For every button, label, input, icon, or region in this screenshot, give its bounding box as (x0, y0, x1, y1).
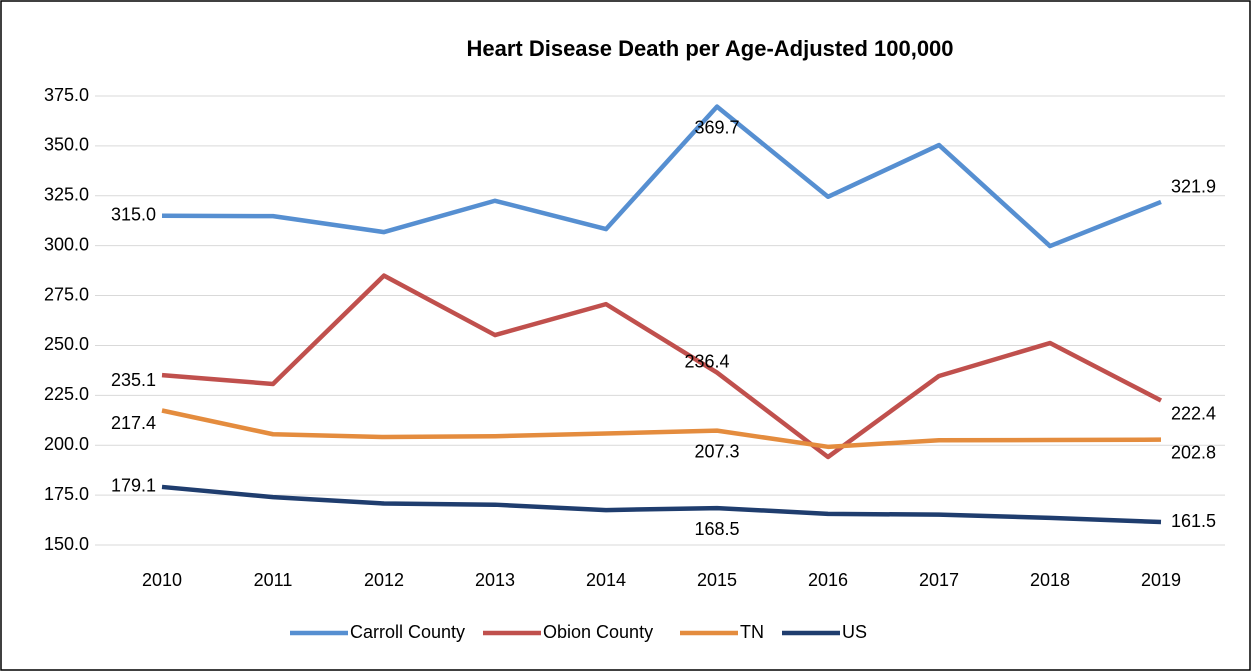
data-label: 236.4 (684, 351, 729, 371)
x-tick-label: 2014 (586, 570, 626, 590)
x-tick-label: 2013 (475, 570, 515, 590)
y-tick-label: 325.0 (44, 185, 89, 205)
data-label: 369.7 (694, 117, 739, 137)
legend-label: US (842, 622, 867, 642)
x-tick-label: 2012 (364, 570, 404, 590)
y-tick-label: 275.0 (44, 284, 89, 304)
y-tick-label: 300.0 (44, 234, 89, 254)
data-label: 315.0 (111, 204, 156, 224)
x-tick-label: 2011 (254, 570, 293, 590)
y-tick-label: 350.0 (44, 135, 89, 155)
y-tick-label: 375.0 (44, 85, 89, 105)
data-label: 207.3 (694, 441, 739, 461)
data-label: 161.5 (1171, 511, 1216, 531)
series-line (161, 104, 1162, 249)
data-label: 222.4 (1171, 403, 1216, 423)
series-line (161, 484, 1162, 525)
y-tick-label: 175.0 (44, 484, 89, 504)
data-label: 217.4 (111, 413, 156, 433)
y-tick-label: 150.0 (44, 534, 89, 554)
data-label: 321.9 (1171, 177, 1216, 197)
series-line (161, 408, 1162, 450)
y-tick-label: 250.0 (44, 334, 89, 354)
data-label: 202.8 (1171, 442, 1216, 462)
x-tick-label: 2017 (919, 570, 959, 590)
legend-label: Obion County (543, 622, 653, 642)
x-tick-label: 2016 (808, 570, 848, 590)
x-tick-label: 2010 (142, 570, 182, 590)
y-tick-label: 225.0 (44, 384, 89, 404)
data-label: 235.1 (111, 370, 156, 390)
chart-title: Heart Disease Death per Age-Adjusted 100… (466, 36, 953, 61)
legend-label: Carroll County (350, 622, 465, 642)
data-label: 168.5 (694, 519, 739, 539)
x-tick-label: 2015 (697, 570, 737, 590)
legend-label: TN (740, 622, 764, 642)
x-tick-label: 2019 (1141, 570, 1181, 590)
x-tick-label: 2018 (1030, 570, 1070, 590)
series-line (161, 273, 1163, 460)
y-tick-label: 200.0 (44, 434, 89, 454)
data-label: 179.1 (111, 476, 156, 496)
